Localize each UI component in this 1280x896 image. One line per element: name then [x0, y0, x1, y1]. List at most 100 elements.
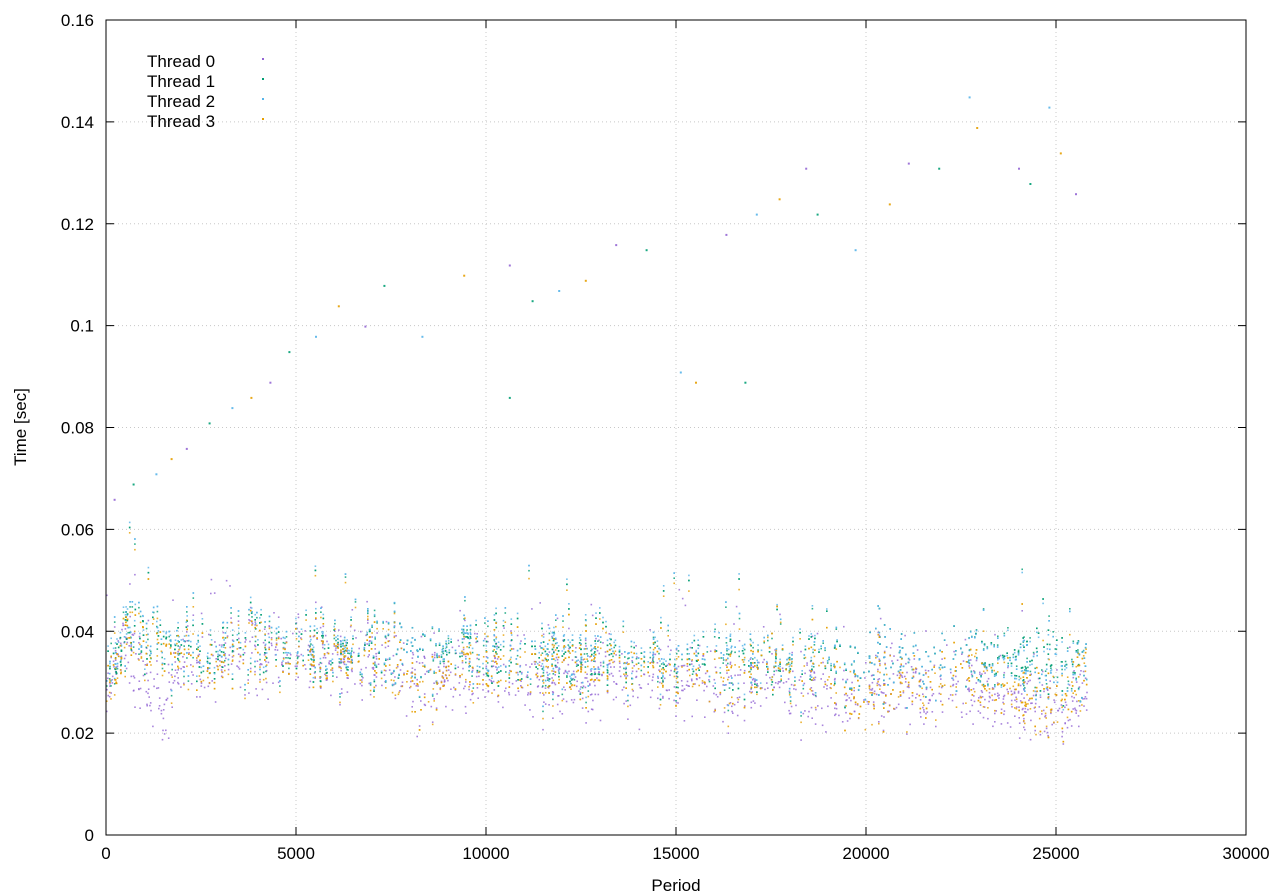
data-point [1075, 709, 1078, 712]
data-point [106, 685, 108, 687]
data-point [561, 650, 564, 652]
data-point [541, 652, 544, 654]
data-point [562, 615, 564, 617]
data-point [482, 644, 485, 647]
data-point [521, 671, 523, 674]
data-point [305, 609, 307, 612]
data-point [789, 712, 792, 715]
data-point [643, 651, 646, 653]
data-point [110, 680, 112, 682]
data-point [327, 647, 330, 649]
data-point [755, 679, 758, 681]
data-point [552, 691, 555, 694]
data-point [139, 637, 141, 640]
data-point [502, 619, 505, 622]
data-point [904, 675, 906, 678]
data-point [491, 677, 493, 679]
data-point [652, 656, 655, 658]
data-point [619, 675, 622, 678]
data-point [591, 708, 594, 711]
data-point [462, 667, 464, 670]
data-point [198, 662, 201, 664]
data-point [901, 676, 904, 678]
data-point [126, 619, 129, 622]
data-point [1037, 677, 1040, 680]
data-point [779, 670, 781, 672]
data-point [968, 659, 970, 662]
data-point [492, 665, 495, 667]
data-point [495, 666, 497, 668]
data-point [172, 599, 174, 601]
data-point [217, 658, 219, 661]
data-point [669, 653, 671, 656]
data-point [469, 631, 472, 634]
data-point [244, 683, 246, 686]
data-point [541, 663, 544, 665]
data-point [695, 659, 698, 662]
data-point [1062, 705, 1065, 707]
data-point [883, 683, 886, 685]
data-point [1066, 687, 1069, 689]
data-point [297, 613, 300, 615]
data-point [123, 641, 125, 644]
data-point [533, 660, 536, 663]
data-point [788, 712, 791, 715]
data-point [809, 674, 812, 676]
data-point [1075, 681, 1078, 683]
data-point [624, 674, 626, 677]
data-point [493, 634, 495, 636]
data-point [536, 672, 539, 675]
data-point [935, 699, 937, 702]
data-point [383, 663, 386, 666]
data-point [722, 720, 724, 723]
data-point [602, 621, 604, 624]
data-point [450, 638, 452, 641]
data-point [759, 705, 762, 707]
data-point [953, 625, 955, 627]
data-point [701, 682, 704, 684]
data-point [977, 710, 980, 712]
data-point [1084, 665, 1087, 667]
data-point [395, 652, 398, 655]
data-point [803, 657, 806, 660]
data-point [114, 651, 117, 654]
data-point [991, 671, 993, 673]
data-point [989, 696, 991, 699]
data-point [716, 696, 719, 698]
data-point [309, 668, 312, 670]
data-point [541, 622, 543, 625]
data-point [468, 688, 470, 691]
data-point [147, 566, 150, 569]
data-point [912, 671, 915, 674]
data-point [442, 684, 444, 687]
data-point [444, 650, 447, 652]
data-point [567, 663, 570, 666]
data-point [207, 685, 210, 688]
data-point [799, 628, 801, 630]
data-point [967, 655, 969, 658]
data-point [980, 690, 983, 692]
data-point [304, 664, 306, 666]
data-point [196, 680, 198, 683]
data-point [320, 606, 323, 608]
data-point [173, 652, 175, 654]
data-point [381, 644, 383, 646]
data-point [482, 662, 484, 665]
data-point [698, 644, 701, 647]
data-point [159, 624, 162, 626]
data-point [870, 674, 873, 677]
data-point [320, 662, 323, 665]
data-point [156, 610, 159, 613]
data-point [980, 676, 982, 678]
data-point [248, 613, 250, 616]
data-point [133, 625, 136, 627]
data-point [139, 652, 142, 655]
data-point [120, 659, 122, 662]
data-point [200, 666, 203, 669]
data-point [728, 682, 731, 684]
data-point [606, 671, 609, 674]
data-point [1072, 671, 1074, 674]
data-point [652, 661, 655, 663]
data-point [587, 680, 589, 683]
data-point [145, 690, 148, 693]
